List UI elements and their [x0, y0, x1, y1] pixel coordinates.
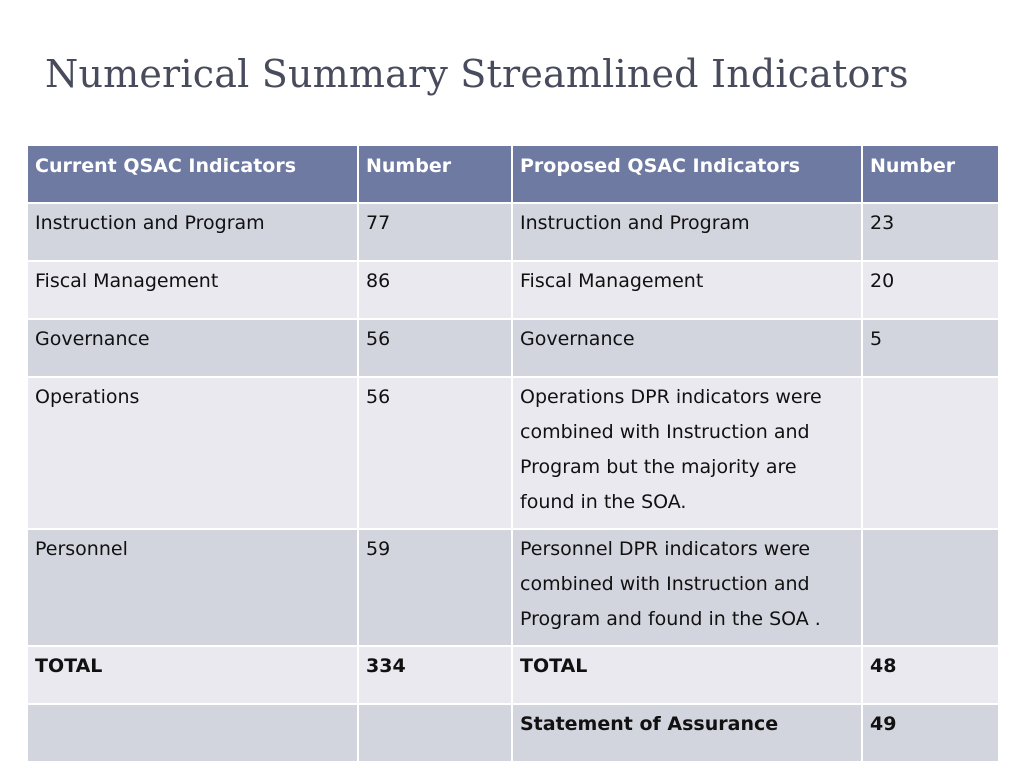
current-number-cell: 77: [357, 202, 513, 262]
proposed-number-cell: [861, 376, 1000, 530]
header-proposed-indicators: Proposed QSAC Indicators: [511, 144, 863, 204]
current-total-value: 334: [357, 645, 513, 705]
current-indicator-cell: Instruction and Program: [26, 202, 359, 262]
current-indicator-cell: Governance: [26, 318, 359, 378]
proposed-indicator-cell: Operations DPR indicators were combined …: [511, 376, 863, 530]
current-number-cell: 86: [357, 260, 513, 320]
current-number-cell: 56: [357, 318, 513, 378]
proposed-indicator-cell: Instruction and Program: [511, 202, 863, 262]
proposed-number-cell: 23: [861, 202, 1000, 262]
total-row: TOTAL 334 TOTAL 48: [26, 645, 1000, 705]
current-indicator-cell: Fiscal Management: [26, 260, 359, 320]
proposed-total-value: 48: [861, 645, 1000, 705]
proposed-number-cell: 5: [861, 318, 1000, 378]
indicators-table: Current QSAC Indicators Number Proposed …: [26, 144, 1000, 763]
current-indicator-cell: Personnel: [26, 528, 359, 647]
proposed-number-cell: 20: [861, 260, 1000, 320]
proposed-indicator-cell: Personnel DPR indicators were combined w…: [511, 528, 863, 647]
proposed-total-label: TOTAL: [511, 645, 863, 705]
empty-cell: [26, 703, 359, 763]
table-row: Instruction and Program 77 Instruction a…: [26, 202, 1000, 262]
table-row: Fiscal Management 86 Fiscal Management 2…: [26, 260, 1000, 320]
table-row: Personnel 59 Personnel DPR indicators we…: [26, 528, 1000, 647]
table-row: Operations 56 Operations DPR indicators …: [26, 376, 1000, 530]
soa-label: Statement of Assurance: [511, 703, 863, 763]
table-header-row: Current QSAC Indicators Number Proposed …: [26, 144, 1000, 204]
soa-value: 49: [861, 703, 1000, 763]
current-number-cell: 59: [357, 528, 513, 647]
current-indicator-cell: Operations: [26, 376, 359, 530]
table-row: Governance 56 Governance 5: [26, 318, 1000, 378]
current-number-cell: 56: [357, 376, 513, 530]
header-current-indicators: Current QSAC Indicators: [26, 144, 359, 204]
empty-cell: [357, 703, 513, 763]
current-total-label: TOTAL: [26, 645, 359, 705]
proposed-indicator-cell: Governance: [511, 318, 863, 378]
proposed-indicator-cell: Fiscal Management: [511, 260, 863, 320]
proposed-number-cell: [861, 528, 1000, 647]
header-current-number: Number: [357, 144, 513, 204]
statement-of-assurance-row: Statement of Assurance 49: [26, 703, 1000, 763]
slide-title: Numerical Summary Streamlined Indicators: [45, 52, 909, 96]
header-proposed-number: Number: [861, 144, 1000, 204]
